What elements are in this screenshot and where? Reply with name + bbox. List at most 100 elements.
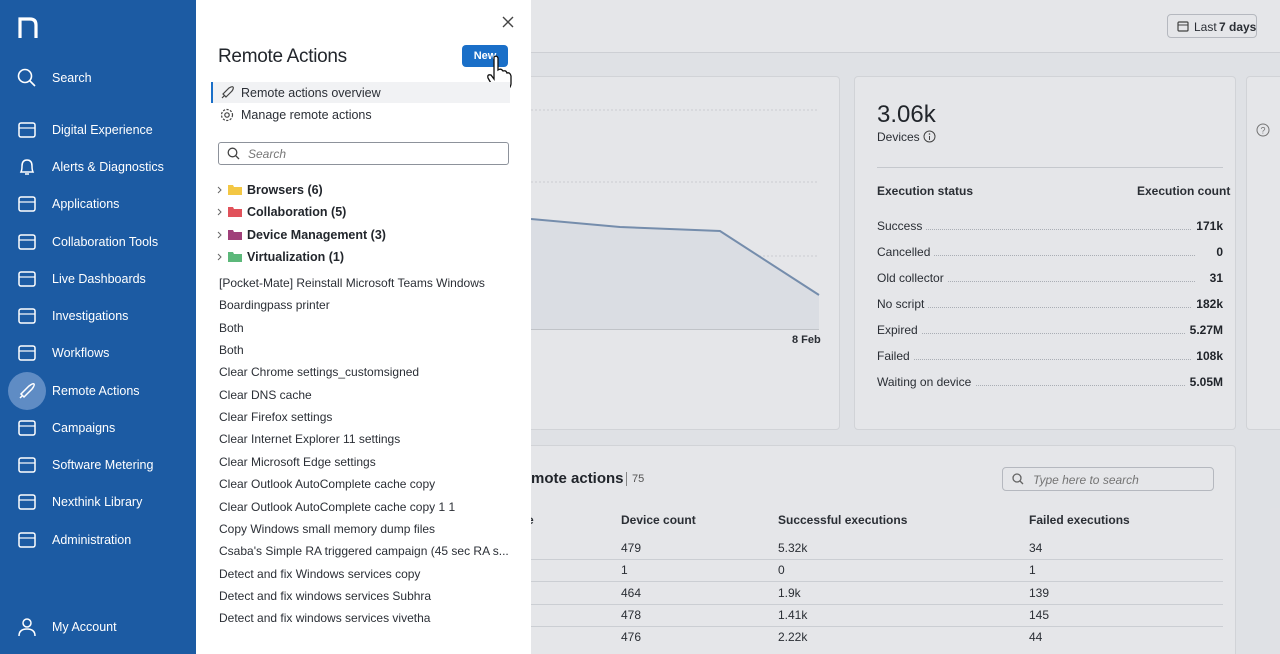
dotted-leader: [880, 359, 1195, 360]
remote-action-item[interactable]: Clear Chrome settings_customsigned: [219, 365, 420, 380]
status-name: Cancelled: [877, 246, 935, 258]
column-header[interactable]: Device count: [621, 513, 696, 527]
remote-action-item[interactable]: Clear Firefox settings: [219, 410, 333, 425]
new-button-label: New: [473, 50, 497, 62]
table-cell: 1: [621, 563, 628, 578]
dotted-leader: [880, 385, 1195, 386]
nav-item[interactable]: Search: [52, 71, 92, 85]
table-cell: 479: [621, 541, 642, 555]
folder[interactable]: Collaboration (5): [247, 205, 347, 220]
active-indicator: [8, 372, 46, 410]
remote-action-item[interactable]: Detect and fix windows services vivetha: [219, 611, 431, 626]
chart-x-label: 8 Feb: [792, 334, 821, 346]
gear-icon: [220, 108, 234, 122]
remote-action-item[interactable]: [Pocket-Mate] Reinstall Microsoft Teams …: [219, 276, 485, 290]
table-cell: 145: [1029, 607, 1050, 622]
panel-search[interactable]: Search: [218, 142, 509, 165]
remote-action-item[interactable]: Copy Windows small memory dump files: [219, 521, 436, 536]
devices-value: 3.06k: [877, 101, 936, 128]
nav-item[interactable]: Software Metering: [52, 458, 154, 472]
nav-icon: [19, 383, 35, 399]
table-cell: 1.9k: [778, 585, 801, 600]
panel-title: Remote Actions: [218, 46, 347, 67]
nav-item[interactable]: Remote Actions: [52, 384, 140, 398]
status-name: Success: [877, 220, 927, 232]
date-range-prefix: Last: [1194, 20, 1217, 34]
remote-action-item[interactable]: Csaba's Simple RA triggered campaign (45…: [219, 544, 509, 559]
account-icon: [18, 618, 36, 637]
status-count: 31: [1205, 272, 1223, 284]
remote-action-item[interactable]: Clear Outlook AutoComplete cache copy 1 …: [219, 499, 456, 514]
nav-icon: [18, 308, 36, 324]
nav-item[interactable]: Collaboration Tools: [52, 235, 159, 249]
logo[interactable]: [17, 14, 39, 40]
dotted-leader: [880, 229, 1195, 230]
nav-item[interactable]: Live Dashboards: [52, 272, 146, 286]
table-cell: 44: [1029, 630, 1043, 645]
date-range-button[interactable]: Last 7 days: [1167, 14, 1257, 38]
remote-action-item[interactable]: Boardingpass printer: [219, 298, 330, 313]
table-cell: 476: [621, 630, 642, 645]
status-count: 171k: [1192, 220, 1223, 232]
status-name: Expired: [877, 324, 922, 336]
nav-item[interactable]: Alerts & Diagnostics: [52, 160, 164, 174]
nav-item[interactable]: Workflows: [52, 346, 110, 360]
dotted-leader: [880, 281, 1195, 282]
row-divider: [531, 559, 1223, 560]
remote-action-item[interactable]: Clear Microsoft Edge settings: [219, 454, 376, 469]
close-button[interactable]: [502, 16, 514, 28]
nav-item[interactable]: Administration: [52, 533, 132, 547]
remote-action-item[interactable]: Clear DNS cache: [219, 387, 312, 402]
folder[interactable]: Virtualization (1): [247, 250, 345, 265]
info-icon[interactable]: [923, 130, 936, 143]
divider: [877, 167, 1223, 168]
status-count: 0: [1212, 246, 1223, 258]
remote-action-item[interactable]: Both: [219, 343, 244, 358]
nav-icon: [18, 234, 36, 250]
remote-action-item[interactable]: Detect and fix windows services Subhra: [219, 588, 432, 603]
search-icon: [1012, 473, 1024, 485]
column-header[interactable]: Failed executions: [1029, 513, 1130, 527]
overview-highlight: [211, 82, 510, 103]
table-cell: 2.22k: [778, 630, 808, 645]
sidebar: Search Digital Experience Alerts & Diagnos…: [0, 0, 196, 654]
table-title: mote actions: [531, 470, 624, 487]
panel-link[interactable]: Remote actions overview: [241, 86, 381, 100]
column-header[interactable]: Successful executions: [778, 513, 908, 527]
nav-item[interactable]: Applications: [52, 197, 120, 211]
table-cell: 478: [621, 607, 642, 622]
remote-action-item[interactable]: Clear Internet Explorer 11 settings: [219, 432, 401, 447]
folder-row-icon: [217, 185, 242, 195]
nav-item[interactable]: Investigations: [52, 309, 129, 323]
remote-action-item[interactable]: Detect and fix Windows services copy: [219, 566, 421, 581]
help-icon[interactable]: ?: [1256, 123, 1270, 137]
nav-icon: [17, 68, 36, 87]
status-name: Waiting on device: [877, 376, 976, 388]
separator: [626, 472, 627, 486]
nav-item[interactable]: Digital Experience: [52, 123, 153, 137]
nav-icon: [18, 420, 36, 436]
folder[interactable]: Browsers (6): [247, 183, 323, 197]
rocket-icon: [221, 86, 234, 99]
nav-item[interactable]: My Account: [52, 620, 117, 634]
dotted-leader: [880, 333, 1195, 334]
dotted-leader: [880, 307, 1195, 308]
nav-item[interactable]: Campaigns: [52, 421, 116, 435]
panel-link[interactable]: Manage remote actions: [241, 108, 372, 122]
folder[interactable]: Device Management (3): [247, 227, 386, 242]
table-cell: 139: [1029, 585, 1050, 600]
panel-search-placeholder: Search: [248, 147, 287, 161]
nav-icon: [18, 122, 36, 138]
remote-action-item[interactable]: Both: [219, 320, 244, 335]
nav-icon: [18, 494, 36, 510]
remote-action-item[interactable]: Clear Outlook AutoComplete cache copy: [219, 477, 436, 492]
table-count: 75: [632, 473, 645, 485]
status-name: No script: [877, 298, 929, 310]
table-cell: 1: [1029, 563, 1036, 578]
status-count: 5.05M: [1185, 376, 1223, 388]
nav-icon: [18, 532, 36, 548]
nav-icon: [18, 271, 36, 287]
nav-item[interactable]: Nexthink Library: [52, 495, 143, 509]
table-search[interactable]: Type here to search: [1002, 467, 1214, 491]
